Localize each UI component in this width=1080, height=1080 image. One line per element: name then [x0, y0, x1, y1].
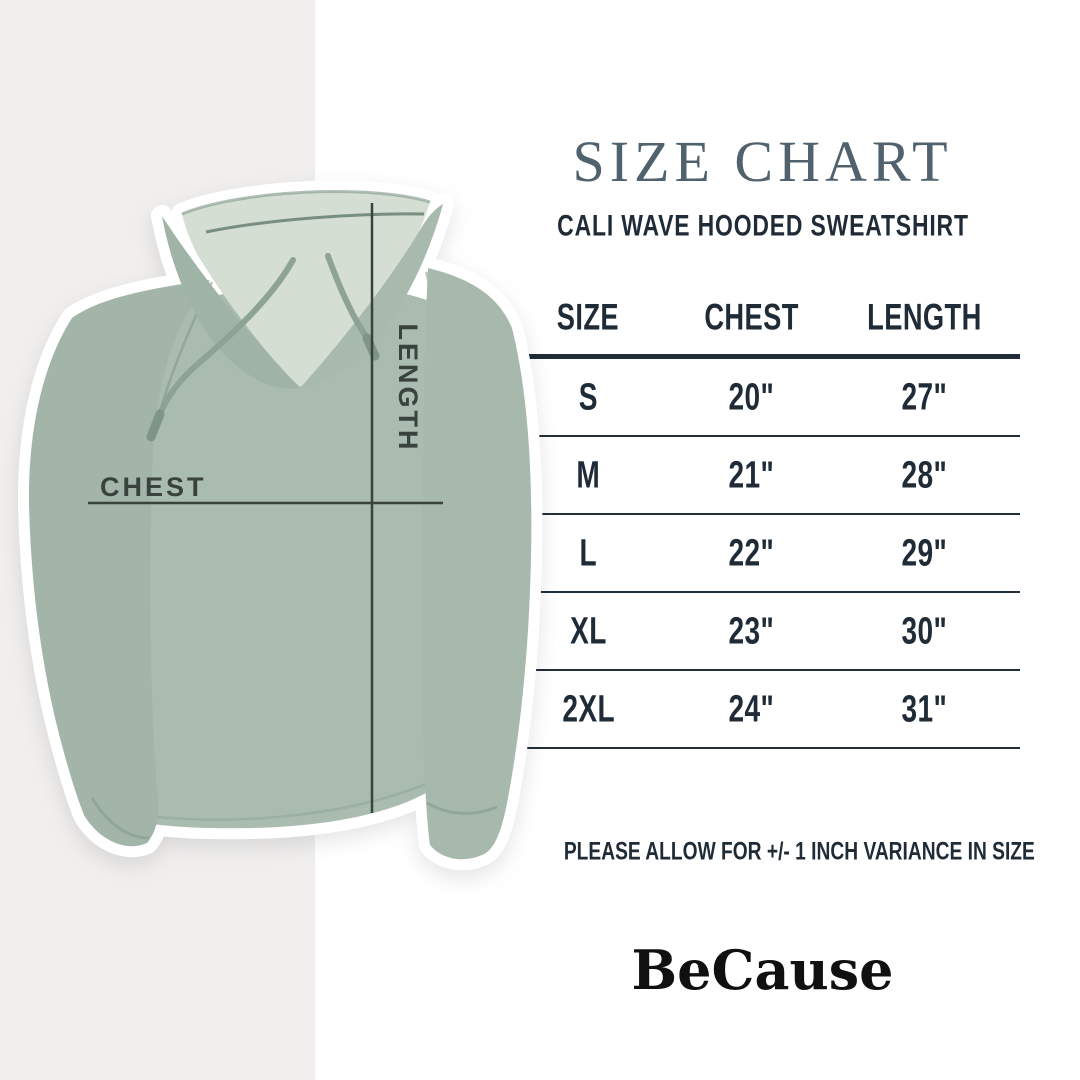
chest-measure-label: CHEST — [100, 472, 207, 502]
size-value-text: 2XL — [561, 686, 615, 730]
size-table-header-row: SIZE CHEST LENGTH — [503, 282, 1020, 359]
length-value-text: 30" — [901, 608, 948, 652]
length-measure-label: LENGTH — [393, 324, 423, 453]
column-header-length: LENGTH — [829, 297, 1020, 338]
length-value-text: 27" — [901, 374, 948, 418]
column-header-chest: CHEST — [674, 297, 829, 338]
chest-value-text: 23" — [728, 608, 775, 652]
length-value: 29" — [829, 530, 1020, 574]
hood-lining — [182, 191, 430, 387]
left-drawstring — [157, 257, 296, 417]
hood-top-edge — [181, 190, 431, 216]
table-row-s: S 20" 27" — [503, 359, 1020, 437]
size-value-text: XL — [569, 608, 607, 652]
table-row-xl: XL 23" 30" — [503, 593, 1020, 671]
size-value: XL — [503, 608, 674, 652]
length-value-text: 28" — [901, 452, 948, 496]
right-cuff-seam — [426, 801, 498, 815]
page-title: SIZE CHART — [572, 129, 953, 194]
table-row-2xl: 2XL 24" 31" — [503, 671, 1020, 749]
chest-value: 23" — [674, 608, 829, 652]
chest-value-text: 20" — [728, 374, 775, 418]
chest-value-text: 24" — [728, 686, 775, 730]
size-table: SIZE CHEST LENGTH S 20" 27" M 21" 28" L … — [503, 282, 1020, 749]
left-sleeve — [28, 280, 210, 847]
page-subtitle: CALI WAVE HOODED SWEATSHIRT — [505, 209, 1020, 242]
page-subtitle-text: CALI WAVE HOODED SWEATSHIRT — [556, 209, 969, 242]
size-value: 2XL — [503, 686, 674, 730]
size-value: S — [503, 374, 674, 418]
size-value: M — [503, 452, 674, 496]
neck-seam — [205, 212, 425, 234]
right-sleeve — [421, 268, 532, 860]
left-cuff-seam — [90, 797, 150, 840]
length-value: 30" — [829, 608, 1020, 652]
right-drawstring — [325, 253, 370, 341]
hood-left-flap — [162, 216, 300, 389]
chest-value: 21" — [674, 452, 829, 496]
hood-right-flap — [300, 204, 443, 388]
column-header-length-text: LENGTH — [867, 297, 982, 338]
chest-value: 22" — [674, 530, 829, 574]
column-header-chest-text: CHEST — [703, 297, 799, 338]
size-value: L — [503, 530, 674, 574]
measurement-annotations: CHEST LENGTH — [88, 203, 443, 813]
length-value: 28" — [829, 452, 1020, 496]
length-value-text: 29" — [901, 530, 948, 574]
length-value-text: 31" — [901, 686, 948, 730]
hem-seam — [147, 774, 445, 821]
table-row-m: M 21" 28" — [503, 437, 1020, 515]
column-header-size-text: SIZE — [557, 297, 620, 338]
brand-logo: BeCause — [631, 938, 894, 1002]
size-value-text: S — [578, 374, 598, 418]
chest-value-text: 22" — [728, 530, 775, 574]
product-photo-sweatshirt: CHEST LENGTH — [17, 180, 543, 871]
length-value: 31" — [829, 686, 1020, 730]
size-value-text: L — [579, 530, 598, 574]
chest-value: 24" — [674, 686, 829, 730]
length-value: 27" — [829, 374, 1020, 418]
table-row-l: L 22" 29" — [503, 515, 1020, 593]
variance-note-text: PLEASE ALLOW FOR +/- 1 INCH VARIANCE IN … — [563, 837, 1035, 866]
chest-value: 20" — [674, 374, 829, 418]
variance-note: PLEASE ALLOW FOR +/- 1 INCH VARIANCE IN … — [505, 837, 1035, 866]
chest-value-text: 21" — [728, 452, 775, 496]
size-value-text: M — [576, 452, 601, 496]
column-header-size: SIZE — [503, 297, 674, 338]
left-drawstring-aglet — [146, 409, 165, 442]
